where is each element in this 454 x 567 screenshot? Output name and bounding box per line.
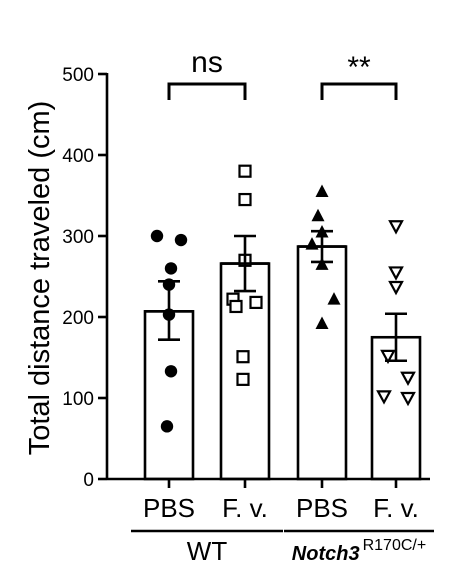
y-axis: 0 100 200 300 400 500 [62, 65, 109, 491]
data-point [388, 266, 404, 281]
data-point [164, 262, 178, 275]
y-tick-label: 200 [62, 308, 94, 329]
significance-label: ** [347, 51, 371, 84]
y-tick-label: 300 [62, 227, 94, 248]
data-point [400, 391, 416, 407]
y-tick-label: 400 [62, 146, 94, 167]
data-point [236, 372, 250, 386]
data-point [315, 316, 329, 329]
data-point [327, 292, 341, 305]
x-tick-label: F. v. [373, 493, 419, 523]
data-point [164, 365, 178, 378]
data-point [376, 390, 392, 405]
data-point [380, 349, 396, 365]
y-tick-label: 0 [83, 470, 94, 491]
x-tick-label: PBS [143, 493, 195, 523]
data-point [160, 420, 174, 433]
data-point [238, 164, 252, 178]
y-tick-label: 100 [62, 389, 94, 410]
x-tick-label: F. v. [222, 493, 268, 523]
data-point [238, 192, 252, 207]
x-axis: PBS F. v. PBS F. v. [107, 477, 430, 523]
x-tick-label: PBS [296, 493, 348, 523]
data-point [174, 233, 188, 247]
error-bars [145, 229, 420, 363]
group-label-allele: R170C/+ [363, 537, 427, 554]
group-label: WT [187, 536, 228, 566]
bars [143, 245, 422, 481]
data-point [249, 295, 263, 310]
data-point [150, 229, 164, 243]
data-point [311, 208, 325, 222]
y-axis-label: Total distance traveled (cm) [24, 101, 56, 456]
significance-label: ns [191, 46, 223, 79]
significance-brackets: ns ** [167, 46, 398, 100]
data-point [388, 220, 404, 235]
data-point [315, 257, 329, 270]
group-label-gene: Notch3 [292, 543, 360, 565]
data-point [388, 280, 404, 296]
data-point [400, 371, 416, 387]
data-point [236, 350, 250, 364]
group-label: Notch3 R170C/+ [292, 537, 426, 565]
data-point [315, 184, 329, 197]
bar [296, 245, 348, 481]
data-points [150, 164, 416, 433]
group-labels: WT Notch3 R170C/+ [131, 529, 434, 566]
significance-bracket [167, 82, 247, 100]
significance-bracket [320, 82, 398, 100]
y-tick-label: 500 [62, 65, 94, 86]
data-point [229, 299, 243, 314]
